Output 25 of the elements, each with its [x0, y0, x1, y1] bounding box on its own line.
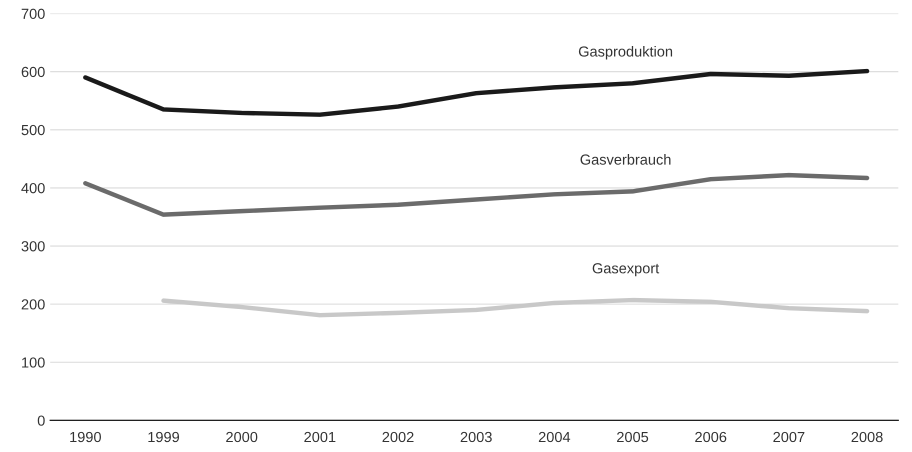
- y-tick-label: 400: [21, 183, 45, 194]
- x-tick-label: 1999: [148, 432, 180, 442]
- x-tick-label: 2004: [538, 432, 570, 442]
- series-label: Gasverbrauch: [580, 154, 670, 165]
- x-tick-label: 2003: [460, 432, 492, 442]
- x-tick-label: 2000: [226, 432, 258, 442]
- line-series: [161, 298, 870, 318]
- series-label: Gasexport: [592, 263, 660, 276]
- x-tick-label: 2001: [304, 432, 336, 442]
- x-tick-label: 2006: [695, 432, 726, 442]
- line-series: [83, 172, 870, 217]
- y-tick-label: 500: [22, 124, 45, 136]
- x-tick-label: 2002: [382, 432, 414, 442]
- x-tick-label: 2007: [773, 432, 804, 442]
- y-tick-label: 100: [22, 357, 45, 368]
- x-tick-label: 2008: [852, 432, 883, 442]
- y-tick-label: 600: [22, 66, 45, 78]
- y-tick-label: 0: [38, 415, 45, 426]
- series-label: Gasproduktion: [578, 46, 672, 60]
- y-tick-label: 300: [22, 241, 45, 252]
- x-tick-label: 2005: [617, 432, 648, 442]
- line-series: [83, 68, 870, 117]
- x-tick-label: 1990: [70, 432, 101, 442]
- y-tick-label: 200: [22, 299, 45, 310]
- y-tick-label: 700: [22, 8, 45, 19]
